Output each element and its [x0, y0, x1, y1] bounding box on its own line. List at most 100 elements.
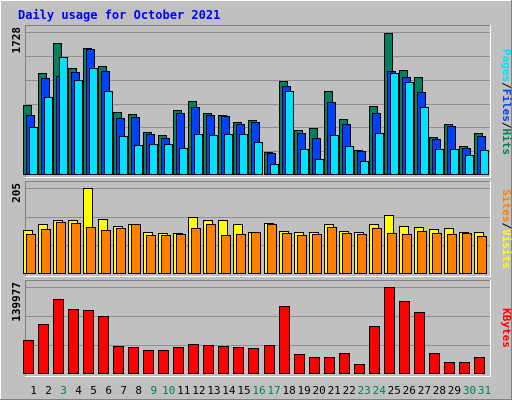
day-label-1: 1	[30, 384, 37, 397]
visitors-bar-sites-day-8	[131, 224, 141, 274]
visitors-bar-sites-day-9	[146, 235, 156, 274]
day-label-30: 30	[463, 384, 476, 397]
traffic-bar-pages-day-30	[465, 155, 474, 175]
day-label-14: 14	[222, 384, 236, 397]
visitors-bar-sites-day-21	[327, 227, 337, 274]
day-label-3: 3	[60, 384, 67, 397]
kbytes-bar-kbytes-day-5	[83, 310, 94, 374]
kbytes-bar-kbytes-day-9	[143, 350, 154, 374]
day-label-19: 19	[297, 384, 310, 397]
traffic-bar-pages-day-28	[435, 149, 444, 175]
day-label-28: 28	[433, 384, 446, 397]
visitors-bar-sites-day-22	[342, 233, 352, 274]
visitors-bar-sites-day-23	[357, 234, 367, 274]
traffic-bar-pages-day-21	[330, 135, 339, 175]
visitors-bar-sites-day-30	[462, 233, 472, 274]
traffic-legend: Pages/Files/Hits	[500, 49, 512, 155]
visitors-bar-sites-day-18	[282, 233, 292, 274]
visitors-bar-sites-day-25	[387, 233, 397, 274]
traffic-bar-pages-day-16	[254, 142, 263, 175]
traffic-bar-pages-day-14	[224, 134, 233, 175]
day-label-12: 12	[192, 384, 205, 397]
traffic-bar-pages-day-9	[149, 144, 158, 175]
traffic-bar-pages-day-8	[134, 145, 143, 175]
visitors-bar-sites-day-17	[267, 224, 277, 274]
kbytes-bar-kbytes-day-3	[53, 299, 64, 374]
traffic-bar-pages-day-25	[390, 73, 399, 175]
visitors-bar-sites-day-15	[236, 234, 246, 274]
traffic-bar-pages-day-13	[209, 135, 218, 175]
day-label-20: 20	[312, 384, 325, 397]
day-label-10: 10	[162, 384, 175, 397]
kbytes-max-label: 139977	[10, 282, 23, 322]
visitors-max-label: 205	[10, 183, 23, 203]
day-label-24: 24	[373, 384, 387, 397]
kbytes-bar-kbytes-day-20	[309, 357, 320, 374]
visitors-bar-sites-day-20	[312, 234, 322, 274]
visitors-bar-sites-day-24	[372, 228, 382, 274]
day-label-21: 21	[328, 384, 341, 397]
visitors-bar-sites-day-7	[116, 228, 126, 274]
day-label-16: 16	[252, 384, 265, 397]
kbytes-bar-kbytes-day-26	[399, 301, 410, 374]
visitors-bar-sites-day-26	[402, 234, 412, 274]
traffic-bar-pages-day-29	[450, 149, 459, 175]
kbytes-bar-kbytes-day-17	[264, 345, 275, 374]
day-label-7: 7	[120, 384, 127, 397]
traffic-bar-pages-day-12	[194, 134, 203, 175]
visitors-bar-sites-day-10	[161, 235, 171, 274]
kbytes-bar-kbytes-day-31	[474, 357, 485, 374]
kbytes-bar-kbytes-day-11	[173, 347, 184, 374]
kbytes-panel: 139977 KBytes	[10, 280, 512, 377]
kbytes-bar-kbytes-day-4	[68, 309, 79, 374]
visitors-bar-sites-day-12	[191, 228, 201, 274]
kbytes-bar-kbytes-day-19	[294, 354, 305, 374]
kbytes-bar-kbytes-day-7	[113, 346, 124, 374]
kbytes-bar-kbytes-day-29	[444, 362, 455, 374]
kbytes-legend: KBytes	[500, 308, 512, 348]
day-label-8: 8	[135, 384, 142, 397]
visitors-bar-sites-day-11	[176, 234, 186, 274]
traffic-bar-pages-day-31	[480, 150, 489, 175]
visitors-bar-sites-day-28	[432, 233, 442, 274]
traffic-legend-item-0: Pages	[500, 49, 512, 82]
visitors-bar-sites-day-2	[41, 229, 51, 274]
traffic-bar-pages-day-3	[59, 57, 68, 175]
kbytes-bar-kbytes-day-12	[188, 344, 199, 374]
traffic-max-label: 1728	[10, 27, 23, 54]
traffic-bar-pages-day-15	[239, 134, 248, 175]
kbytes-bar-kbytes-day-21	[324, 357, 335, 374]
kbytes-bar-kbytes-day-13	[203, 345, 214, 374]
visitors-bar-sites-day-29	[447, 234, 457, 274]
visitors-legend: Sites/Visits	[500, 189, 512, 269]
day-label-13: 13	[207, 384, 220, 397]
kbytes-bar-kbytes-day-10	[158, 350, 169, 374]
day-label-31: 31	[478, 384, 491, 397]
traffic-bar-pages-day-27	[420, 107, 429, 175]
kbytes-bar-kbytes-day-2	[38, 324, 49, 374]
traffic-bar-pages-day-6	[104, 91, 113, 175]
day-axis-labels: 1 2 3 4 5 6 7 8 9 10 11 12 13 14 15 16 17 18 19 20 21 22 23 24 2…	[30, 384, 491, 397]
visitors-bar-sites-day-4	[71, 223, 81, 274]
kbytes-bar-kbytes-day-8	[128, 347, 139, 374]
visitors-bar-sites-day-5	[86, 227, 96, 274]
day-label-25: 25	[388, 384, 401, 397]
kbytes-bar-kbytes-day-22	[339, 353, 350, 374]
day-label-22: 22	[343, 384, 356, 397]
kbytes-bar-kbytes-day-24	[369, 326, 380, 374]
traffic-bar-pages-day-2	[44, 97, 53, 175]
day-label-18: 18	[282, 384, 295, 397]
visitors-bar-sites-day-13	[206, 224, 216, 274]
traffic-legend-item-3: /	[500, 122, 512, 129]
visitors-bar-sites-day-31	[477, 236, 487, 274]
day-label-11: 11	[177, 384, 190, 397]
day-label-15: 15	[237, 384, 250, 397]
visitors-bar-sites-day-3	[56, 222, 66, 274]
traffic-bar-pages-day-24	[375, 133, 384, 175]
chart-title: Daily usage for October 2021	[18, 8, 220, 22]
traffic-bar-pages-day-26	[405, 82, 414, 175]
traffic-bar-pages-day-18	[285, 91, 294, 175]
